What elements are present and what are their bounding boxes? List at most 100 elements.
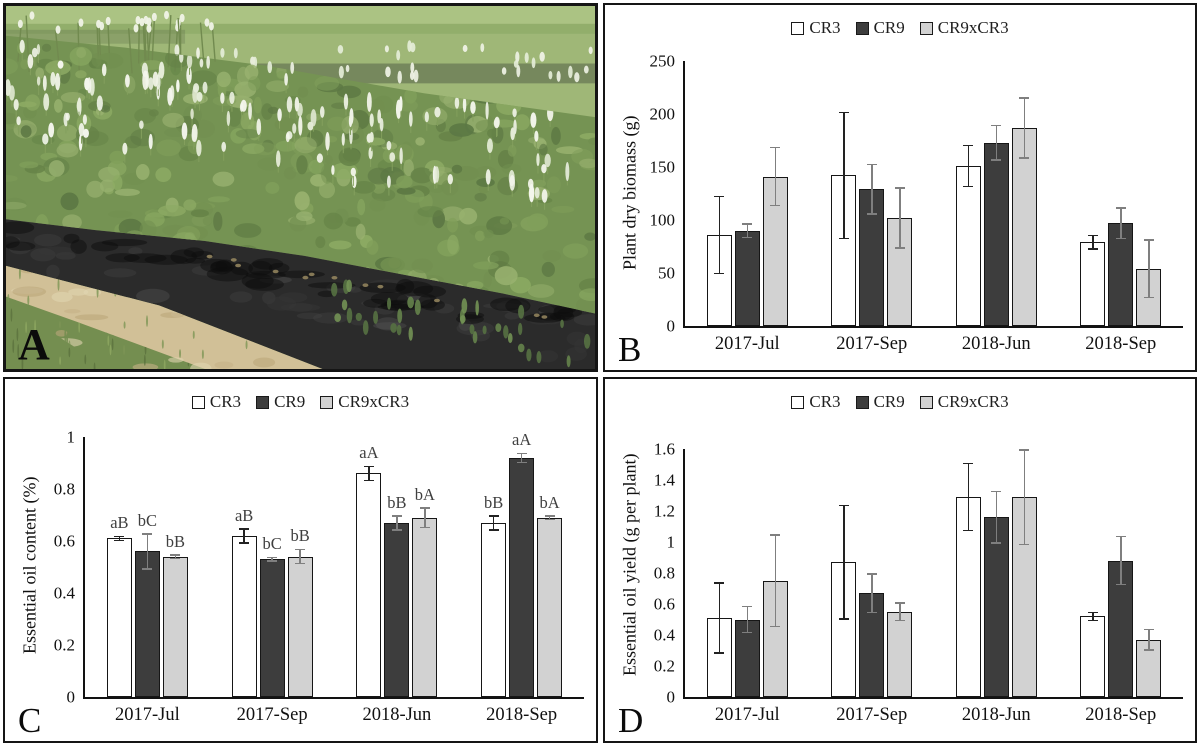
chart-legend: CR3 CR9 CR9xCR3: [5, 392, 596, 412]
error-bar-cap: [770, 534, 781, 536]
error-bar-cap: [770, 146, 781, 149]
error-bar-cap: [991, 490, 1002, 493]
error-bar-cap: [391, 515, 402, 517]
y-tick-label: 1: [66, 427, 76, 447]
error-bar-cap: [239, 528, 250, 530]
barwrap-cr3: bB: [481, 437, 507, 697]
barwrap-cr3: aA: [356, 437, 382, 697]
photo-field-stripe: [6, 23, 595, 34]
error-bar-cap: [1143, 628, 1154, 631]
legend-swatch-cr3: [791, 395, 805, 409]
legend-item-cr9xcr3: CR9xCR3: [320, 392, 409, 412]
error-bar-cap: [991, 124, 1002, 127]
barwrap-cr9: bB: [384, 437, 410, 697]
error-bar-cap: [363, 479, 374, 482]
photo-texture-group: [6, 6, 595, 369]
legend-item-cr3: CR3: [791, 392, 841, 412]
legend-swatch-cr9xcr3: [320, 395, 334, 409]
photo-grass-corner: [6, 296, 205, 369]
y-tick-label: 0.6: [53, 531, 75, 551]
error-bar-cap: [1115, 207, 1126, 209]
bar-cr9: [384, 522, 410, 697]
error-bar-cap: [1115, 535, 1126, 538]
error-bar-cap: [866, 163, 877, 166]
error-bar: [396, 515, 398, 531]
bar-group: 2018-Jun aA bB bA: [335, 437, 460, 724]
bar-cr3: [1080, 242, 1106, 326]
legend-item-cr9: CR9: [855, 392, 905, 412]
barwrap-cr9xcr3: [887, 449, 913, 697]
x-category-label: 2018-Jun: [362, 705, 432, 725]
bar-group: 2018-Sep: [1059, 61, 1184, 353]
error-bar-cap: [866, 213, 877, 215]
barwrap-cr9xcr3: [1011, 449, 1037, 697]
y-tick-label: 0.8: [53, 479, 75, 499]
legend-label: CR9xCR3: [937, 392, 1009, 411]
plot-area: 0 0.2 0.4 0.6 0.8 1 2017-Jul aB bC bB 2017-Sep aB bC…: [54, 429, 584, 724]
bar-cr9: [134, 551, 160, 697]
y-tick-label: 250: [649, 51, 676, 71]
legend-swatch-cr9: [256, 395, 270, 409]
error-bar-cap: [838, 237, 849, 240]
y-axis-title: Essential oil yield (g per plant): [619, 453, 640, 677]
photo-texture-group: [6, 39, 570, 210]
legend-item-cr3: CR3: [191, 392, 241, 412]
legend-label: CR3: [809, 18, 841, 37]
barwrap-cr9: [983, 449, 1009, 697]
barwrap-cr3: aB: [231, 437, 257, 697]
error-bar-cap: [1019, 157, 1030, 159]
error-bar: [995, 490, 997, 544]
error-bar-cap: [1143, 239, 1154, 241]
error-bar: [1148, 239, 1150, 299]
error-bar: [492, 515, 495, 531]
bar-group: 2018-Jun: [934, 61, 1059, 353]
error-bar: [843, 504, 845, 620]
error-bar-cap: [170, 557, 181, 560]
error-bar-cap: [267, 556, 278, 559]
bar-group: 2018-Jun: [934, 449, 1059, 724]
significance-letter: bB: [387, 492, 407, 512]
significance-letter: bB: [165, 531, 186, 551]
significance-letter: bC: [262, 534, 282, 554]
error-bar: [718, 582, 720, 654]
legend-item-cr9xcr3: CR9xCR3: [919, 392, 1009, 412]
error-bar-cap: [267, 560, 278, 562]
error-bar-cap: [516, 452, 527, 455]
y-tick-label: 0.6: [653, 594, 675, 614]
y-tick-label: 0.4: [53, 583, 75, 603]
error-bar-cap: [838, 111, 849, 114]
legend-label: CR9: [873, 18, 905, 37]
error-bar: [967, 144, 969, 188]
error-bar-cap: [742, 236, 753, 239]
error-bar-cap: [170, 554, 181, 556]
x-category-label: 2017-Jul: [714, 334, 780, 354]
error-bar-cap: [1019, 449, 1030, 451]
error-bar: [1023, 97, 1025, 159]
bar-group: 2017-Jul aB bC bB: [85, 437, 210, 724]
barwrap-cr3: [706, 61, 732, 326]
significance-letter: aA: [359, 443, 379, 463]
error-bar-cap: [742, 605, 753, 608]
legend-item-cr9: CR9: [855, 18, 905, 38]
bar-group: 2018-Sep: [1059, 449, 1184, 724]
error-bar-cap: [114, 539, 125, 541]
x-category-label: 2017-Sep: [836, 705, 908, 725]
photo-texture-group: [17, 10, 216, 74]
barwrap-cr9: [734, 449, 760, 697]
error-bar: [899, 187, 901, 249]
bar-cr9: [734, 230, 760, 326]
x-category-label: 2018-Jun: [961, 334, 1031, 354]
y-tick-label: 1.2: [653, 501, 675, 521]
barwrap-cr9: [1108, 449, 1134, 697]
error-bar: [871, 163, 873, 215]
barwrap-cr3: aB: [106, 437, 132, 697]
error-bar-cap: [742, 223, 753, 225]
barwrap-cr9xcr3: [1136, 61, 1162, 326]
error-bar: [746, 605, 748, 634]
bar-group: 2017-Jul: [685, 449, 810, 724]
x-category-label: 2018-Sep: [1085, 705, 1157, 725]
barwrap-cr9: [1108, 61, 1134, 326]
barwrap-cr3: [1080, 449, 1106, 697]
bar-cr9: [509, 457, 535, 697]
